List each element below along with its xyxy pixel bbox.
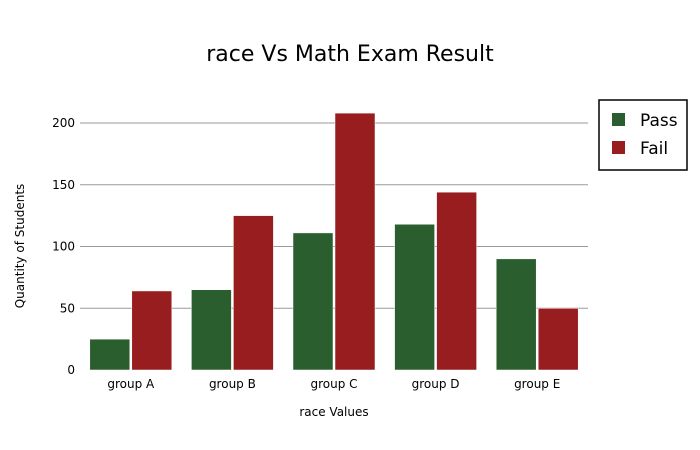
legend-swatch-fail [612,141,625,154]
bar-fail [233,215,274,371]
x-tick-label: group D [412,377,460,391]
x-axis-ticks: group A group B group C group D group E [107,377,560,391]
y-tick-label: 50 [60,301,75,315]
x-tick-label: group C [310,377,357,391]
bar-pass [89,338,131,371]
bar-pass [495,258,537,371]
bars [89,112,579,371]
x-tick-label: group B [209,377,256,391]
bar-pass [292,232,334,371]
chart-title: race Vs Math Exam Result [206,42,494,67]
y-tick-label: 0 [67,363,75,377]
bar-fail [131,290,173,371]
bar-fail [436,191,477,371]
legend-box [598,99,688,171]
x-axis-label: race Values [299,405,368,419]
bar-fail [334,112,376,371]
x-tick-label: group A [107,377,155,391]
bar-pass [191,289,232,371]
legend-swatch-pass [612,113,625,126]
legend-label-pass: Pass [640,111,678,131]
bar-pass [394,224,435,371]
y-tick-label: 100 [52,240,75,254]
legend: Pass Fail [598,99,688,171]
x-tick-label: group E [514,377,560,391]
y-tick-label: 200 [52,116,75,130]
y-tick-label: 150 [52,178,75,192]
bar-fail [537,308,579,371]
y-axis-label: Quantity of Students [13,184,27,309]
legend-label-fail: Fail [640,139,668,159]
y-axis-ticks: 0 50 100 150 200 [52,116,75,377]
